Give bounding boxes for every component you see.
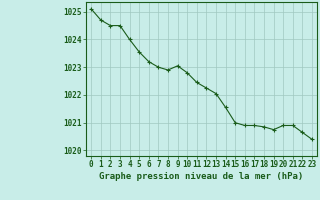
X-axis label: Graphe pression niveau de la mer (hPa): Graphe pression niveau de la mer (hPa) <box>100 172 304 181</box>
